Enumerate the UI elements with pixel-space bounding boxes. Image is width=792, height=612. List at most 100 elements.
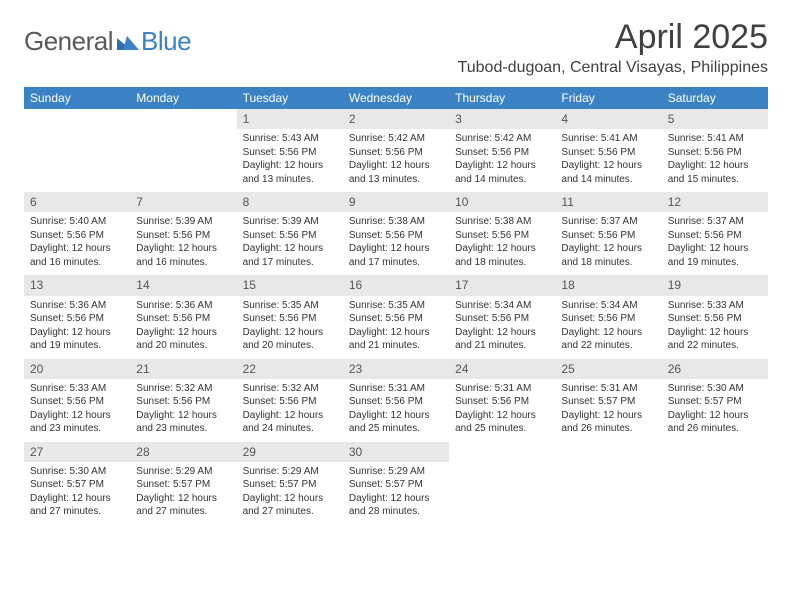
day-number: 24 (449, 359, 555, 379)
sunrise-text: Sunrise: 5:38 AM (455, 215, 549, 229)
sunset-text: Sunset: 5:56 PM (349, 229, 443, 243)
day-number: 5 (662, 109, 768, 129)
brand-triangle-icon (117, 34, 139, 55)
daylight-text-2: and 22 minutes. (561, 339, 655, 353)
sunrise-text: Sunrise: 5:31 AM (455, 382, 549, 396)
day-of-week-row: Sunday Monday Tuesday Wednesday Thursday… (24, 87, 768, 109)
dow-sunday: Sunday (24, 87, 130, 109)
day-cell: 10Sunrise: 5:38 AMSunset: 5:56 PMDayligh… (449, 192, 555, 275)
daylight-text-2: and 21 minutes. (455, 339, 549, 353)
daylight-text-2: and 23 minutes. (30, 422, 124, 436)
day-cell: 29Sunrise: 5:29 AMSunset: 5:57 PMDayligh… (237, 442, 343, 525)
daylight-text-1: Daylight: 12 hours (349, 409, 443, 423)
daylight-text-1: Daylight: 12 hours (455, 409, 549, 423)
daylight-text-2: and 24 minutes. (243, 422, 337, 436)
dow-thursday: Thursday (449, 87, 555, 109)
sunrise-text: Sunrise: 5:42 AM (455, 132, 549, 146)
day-number: 13 (24, 275, 130, 295)
sunrise-text: Sunrise: 5:33 AM (30, 382, 124, 396)
sunset-text: Sunset: 5:57 PM (561, 395, 655, 409)
sunrise-text: Sunrise: 5:43 AM (243, 132, 337, 146)
daylight-text-1: Daylight: 12 hours (455, 242, 549, 256)
day-cell: 5Sunrise: 5:41 AMSunset: 5:56 PMDaylight… (662, 109, 768, 192)
sunset-text: Sunset: 5:56 PM (455, 395, 549, 409)
sunset-text: Sunset: 5:56 PM (455, 229, 549, 243)
calendar-row: 27Sunrise: 5:30 AMSunset: 5:57 PMDayligh… (24, 442, 768, 525)
day-number: 21 (130, 359, 236, 379)
header: General Blue April 2025 Tubod-dugoan, Ce… (24, 18, 768, 77)
sunrise-text: Sunrise: 5:31 AM (561, 382, 655, 396)
day-cell (130, 109, 236, 192)
sunset-text: Sunset: 5:56 PM (243, 229, 337, 243)
daylight-text-1: Daylight: 12 hours (349, 326, 443, 340)
day-cell (449, 442, 555, 525)
day-cell: 21Sunrise: 5:32 AMSunset: 5:56 PMDayligh… (130, 359, 236, 442)
day-cell: 27Sunrise: 5:30 AMSunset: 5:57 PMDayligh… (24, 442, 130, 525)
day-number: 27 (24, 442, 130, 462)
daylight-text-2: and 23 minutes. (136, 422, 230, 436)
daylight-text-2: and 15 minutes. (668, 173, 762, 187)
sunset-text: Sunset: 5:56 PM (561, 146, 655, 160)
day-cell: 4Sunrise: 5:41 AMSunset: 5:56 PMDaylight… (555, 109, 661, 192)
sunrise-text: Sunrise: 5:35 AM (243, 299, 337, 313)
sunset-text: Sunset: 5:57 PM (668, 395, 762, 409)
daylight-text-1: Daylight: 12 hours (668, 159, 762, 173)
month-title: April 2025 (458, 18, 768, 57)
sunrise-text: Sunrise: 5:34 AM (455, 299, 549, 313)
day-cell: 25Sunrise: 5:31 AMSunset: 5:57 PMDayligh… (555, 359, 661, 442)
location-subtitle: Tubod-dugoan, Central Visayas, Philippin… (458, 59, 768, 77)
daylight-text-1: Daylight: 12 hours (136, 326, 230, 340)
sunrise-text: Sunrise: 5:40 AM (30, 215, 124, 229)
daylight-text-2: and 26 minutes. (668, 422, 762, 436)
sunrise-text: Sunrise: 5:42 AM (349, 132, 443, 146)
sunrise-text: Sunrise: 5:39 AM (136, 215, 230, 229)
sunset-text: Sunset: 5:56 PM (30, 395, 124, 409)
day-cell: 6Sunrise: 5:40 AMSunset: 5:56 PMDaylight… (24, 192, 130, 275)
daylight-text-2: and 19 minutes. (30, 339, 124, 353)
sunset-text: Sunset: 5:56 PM (30, 229, 124, 243)
sunset-text: Sunset: 5:56 PM (668, 229, 762, 243)
sunrise-text: Sunrise: 5:33 AM (668, 299, 762, 313)
daylight-text-2: and 28 minutes. (349, 505, 443, 519)
sunset-text: Sunset: 5:56 PM (136, 229, 230, 243)
day-number: 25 (555, 359, 661, 379)
sunrise-text: Sunrise: 5:37 AM (668, 215, 762, 229)
day-cell: 7 Sunrise: 5:39 AMSunset: 5:56 PMDaylight… (130, 192, 236, 275)
sunset-text: Sunset: 5:56 PM (30, 312, 124, 326)
day-number: 22 (237, 359, 343, 379)
daylight-text-2: and 22 minutes. (668, 339, 762, 353)
daylight-text-1: Daylight: 12 hours (668, 326, 762, 340)
day-number: 16 (343, 275, 449, 295)
sunset-text: Sunset: 5:56 PM (136, 312, 230, 326)
daylight-text-2: and 16 minutes. (136, 256, 230, 270)
sunset-text: Sunset: 5:56 PM (455, 146, 549, 160)
sunset-text: Sunset: 5:56 PM (668, 146, 762, 160)
daylight-text-2: and 27 minutes. (136, 505, 230, 519)
daylight-text-1: Daylight: 12 hours (136, 242, 230, 256)
sunrise-text: Sunrise: 5:29 AM (136, 465, 230, 479)
daylight-text-1: Daylight: 12 hours (349, 492, 443, 506)
daylight-text-1: Daylight: 12 hours (243, 159, 337, 173)
daylight-text-1: Daylight: 12 hours (30, 492, 124, 506)
day-cell: 20Sunrise: 5:33 AMSunset: 5:56 PMDayligh… (24, 359, 130, 442)
daylight-text-2: and 17 minutes. (349, 256, 443, 270)
daylight-text-1: Daylight: 12 hours (30, 326, 124, 340)
daylight-text-2: and 14 minutes. (455, 173, 549, 187)
sunset-text: Sunset: 5:56 PM (668, 312, 762, 326)
day-cell: 28Sunrise: 5:29 AMSunset: 5:57 PMDayligh… (130, 442, 236, 525)
daylight-text-1: Daylight: 12 hours (243, 409, 337, 423)
daylight-text-2: and 14 minutes. (561, 173, 655, 187)
day-cell: 14Sunrise: 5:36 AMSunset: 5:56 PMDayligh… (130, 275, 236, 358)
day-number: 14 (130, 275, 236, 295)
sunset-text: Sunset: 5:57 PM (30, 478, 124, 492)
sunset-text: Sunset: 5:56 PM (243, 312, 337, 326)
day-cell: 11Sunrise: 5:37 AMSunset: 5:56 PMDayligh… (555, 192, 661, 275)
sunrise-text: Sunrise: 5:34 AM (561, 299, 655, 313)
title-block: April 2025 Tubod-dugoan, Central Visayas… (458, 18, 768, 77)
day-cell: 12Sunrise: 5:37 AMSunset: 5:56 PMDayligh… (662, 192, 768, 275)
sunrise-text: Sunrise: 5:38 AM (349, 215, 443, 229)
sunrise-text: Sunrise: 5:29 AM (349, 465, 443, 479)
brand-part1: General (24, 26, 113, 57)
sunrise-text: Sunrise: 5:37 AM (561, 215, 655, 229)
day-number: 7 (130, 192, 236, 212)
